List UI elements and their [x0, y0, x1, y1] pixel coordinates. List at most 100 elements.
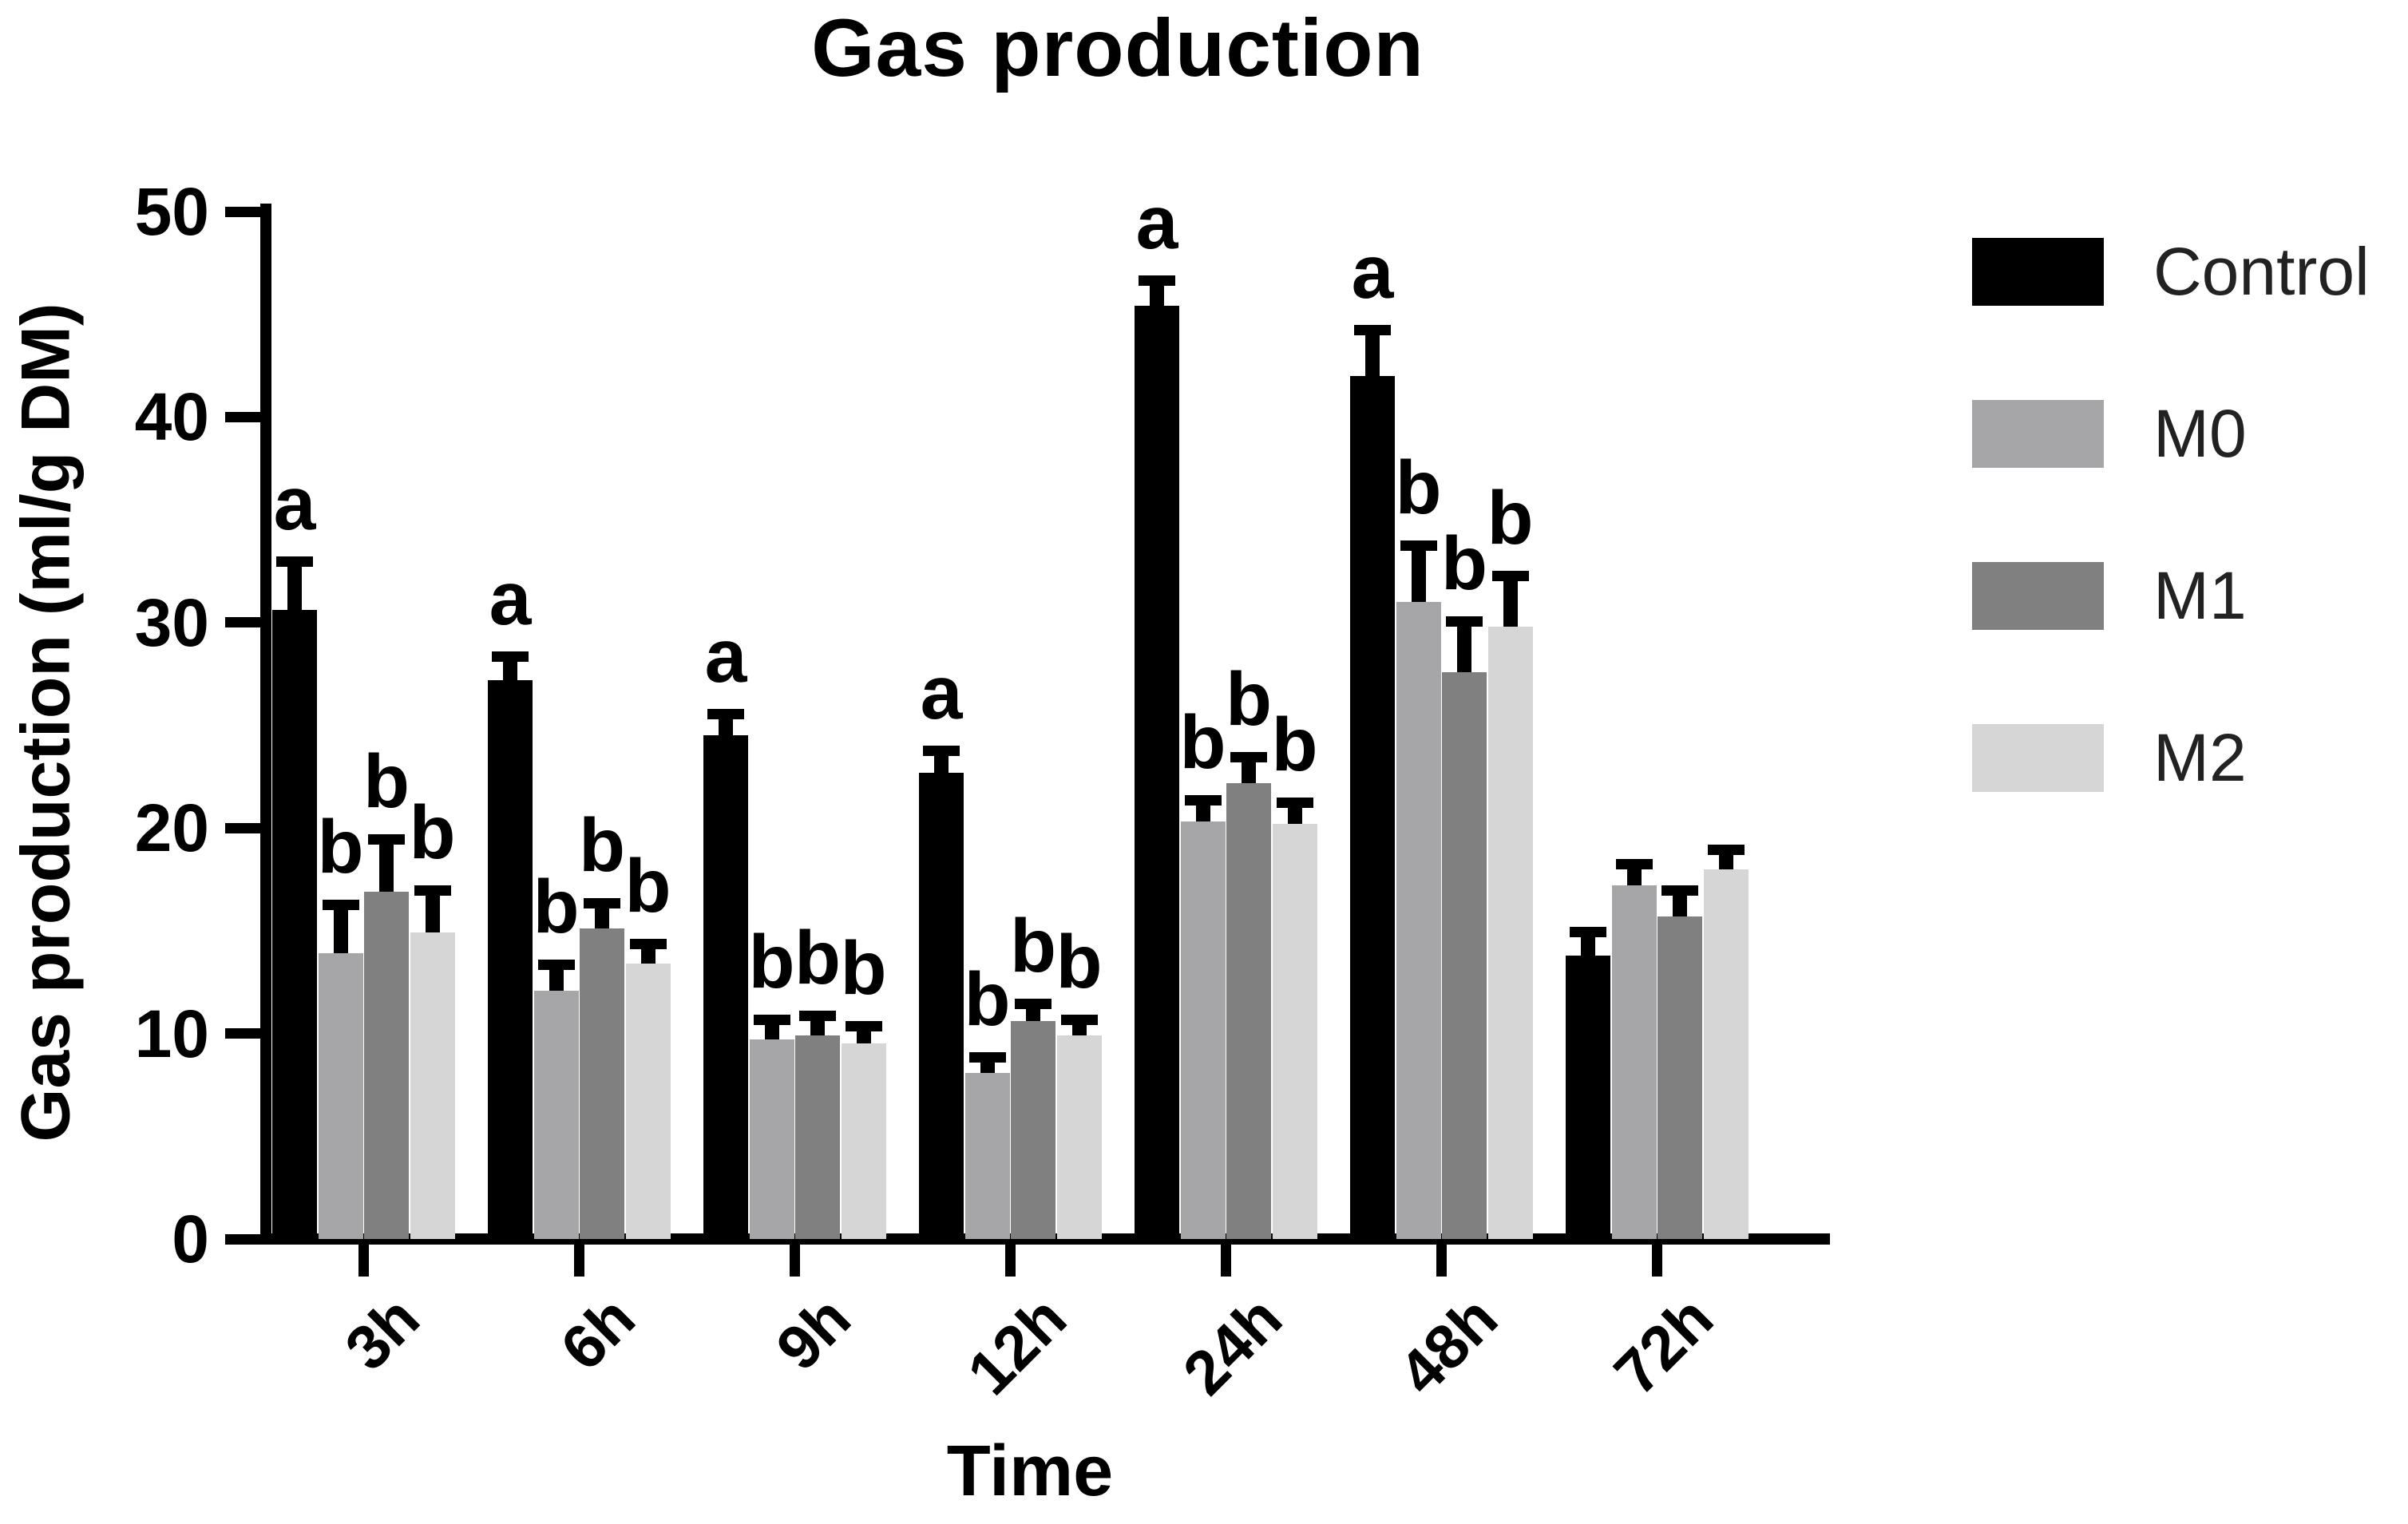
bar-control-9h [703, 735, 748, 1239]
legend-item-m0: M0 [1972, 396, 2247, 471]
error-bar-cap [799, 1011, 836, 1022]
sig-letter-m2-6h: b [624, 844, 671, 929]
bar-control-3h [272, 610, 317, 1239]
error-bar-stem [379, 833, 394, 892]
legend-swatch-m0 [1972, 399, 2104, 468]
error-bar-stem [1457, 616, 1471, 672]
bar-m0-9h [749, 1039, 794, 1239]
error-bar-cap [707, 708, 744, 719]
y-tick-label: 40 [134, 379, 209, 455]
error-bar-cap [276, 556, 313, 568]
legend-swatch-control [1972, 237, 2104, 306]
x-tick-label-3h: 3h [331, 1282, 433, 1384]
bar-m2-72h [1703, 869, 1749, 1239]
x-tick-label-48h: 48h [1384, 1282, 1511, 1408]
error-bar-cap [1707, 844, 1745, 855]
error-bar-cap [968, 1051, 1006, 1063]
bar-m0-6h [533, 990, 579, 1239]
x-tick [573, 1245, 584, 1277]
legend-label-control: Control [2153, 233, 2370, 309]
sig-letter-control-3h: a [273, 461, 316, 547]
bar-control-72h [1566, 955, 1610, 1239]
error-bar-stem [425, 885, 440, 933]
sig-letter-control-6h: a [489, 556, 532, 641]
bar-m0-3h [318, 953, 363, 1239]
error-bar-cap [1276, 797, 1313, 808]
sig-letter-m0-24h: b [1179, 700, 1226, 786]
legend-swatch-m1 [1972, 561, 2104, 630]
sig-letter-m0-6h: b [533, 864, 580, 949]
sig-letter-m1-9h: b [794, 916, 842, 1001]
error-bar-cap [923, 746, 960, 757]
error-bar-cap [537, 959, 575, 970]
error-bar-cap [1354, 324, 1391, 335]
bar-control-12h [919, 772, 964, 1239]
error-bar-stem [1365, 324, 1380, 376]
x-tick-label-12h: 12h [953, 1282, 1079, 1408]
x-tick [1004, 1245, 1016, 1277]
sig-letter-m1-6h: b [578, 802, 626, 888]
y-tick [225, 617, 260, 628]
sig-letter-control-9h: a [704, 613, 747, 699]
bar-m2-24h [1272, 824, 1317, 1239]
error-bar-cap [1184, 795, 1222, 806]
y-tick [225, 1028, 260, 1039]
y-tick-label: 10 [134, 996, 209, 1071]
y-axis-line [260, 204, 271, 1239]
error-bar-stem [287, 556, 302, 611]
error-bar-stem [1411, 540, 1426, 603]
x-tick [1220, 1245, 1231, 1277]
bar-m1-48h [1442, 671, 1487, 1239]
sig-letter-control-12h: a [920, 651, 963, 736]
bar-m2-3h [410, 932, 455, 1239]
legend-label-m2: M2 [2153, 719, 2247, 795]
y-tick [225, 1233, 260, 1245]
bar-m0-72h [1611, 885, 1657, 1239]
y-tick [225, 822, 260, 833]
x-tick-label-72h: 72h [1600, 1282, 1726, 1408]
sig-letter-m2-48h: b [1487, 476, 1534, 561]
bar-m0-24h [1180, 821, 1226, 1239]
legend-label-m0: M0 [2153, 395, 2247, 471]
x-tick-label-9h: 9h [762, 1282, 864, 1384]
bar-control-6h [488, 679, 533, 1239]
sig-letter-m0-3h: b [317, 805, 364, 890]
sig-letter-m0-12h: b [964, 956, 1011, 1042]
error-bar-cap [1060, 1015, 1098, 1026]
error-bar-cap [753, 1015, 790, 1026]
error-bar-cap [1570, 926, 1606, 937]
error-bar-cap [368, 833, 405, 845]
sig-letter-m2-12h: b [1055, 920, 1103, 1005]
bar-m1-3h [364, 891, 409, 1239]
sig-letter-m1-12h: b [1009, 903, 1057, 988]
error-bar-cap [492, 651, 529, 662]
bar-m1-72h [1657, 916, 1702, 1239]
sig-letter-m2-9h: b [840, 926, 887, 1011]
y-tick [225, 411, 260, 422]
sig-letter-m1-24h: b [1225, 656, 1273, 742]
y-tick-label: 50 [134, 174, 209, 249]
x-tick-label-6h: 6h [547, 1282, 648, 1384]
bar-m2-9h [841, 1043, 886, 1239]
bar-m1-24h [1226, 782, 1271, 1239]
legend-item-m1: M1 [1972, 558, 2247, 633]
error-bar-cap [584, 897, 620, 908]
x-tick [358, 1245, 369, 1277]
bar-control-48h [1350, 375, 1395, 1239]
error-bar-cap [1661, 885, 1698, 897]
y-tick-label: 30 [134, 584, 209, 660]
sig-letter-m2-24h: b [1271, 702, 1318, 787]
bar-m1-12h [1011, 1021, 1055, 1239]
legend-label-m1: M1 [2153, 557, 2247, 633]
error-bar-cap [1446, 616, 1483, 627]
error-bar-cap [414, 885, 451, 897]
y-tick-label: 0 [172, 1201, 209, 1277]
error-bar-cap [1400, 540, 1437, 551]
bar-m2-48h [1487, 626, 1533, 1239]
y-tick [225, 206, 260, 217]
error-bar-cap [1230, 751, 1267, 762]
bar-m2-6h [625, 964, 671, 1239]
bar-m0-12h [964, 1072, 1010, 1239]
sig-letter-control-24h: a [1135, 180, 1178, 265]
